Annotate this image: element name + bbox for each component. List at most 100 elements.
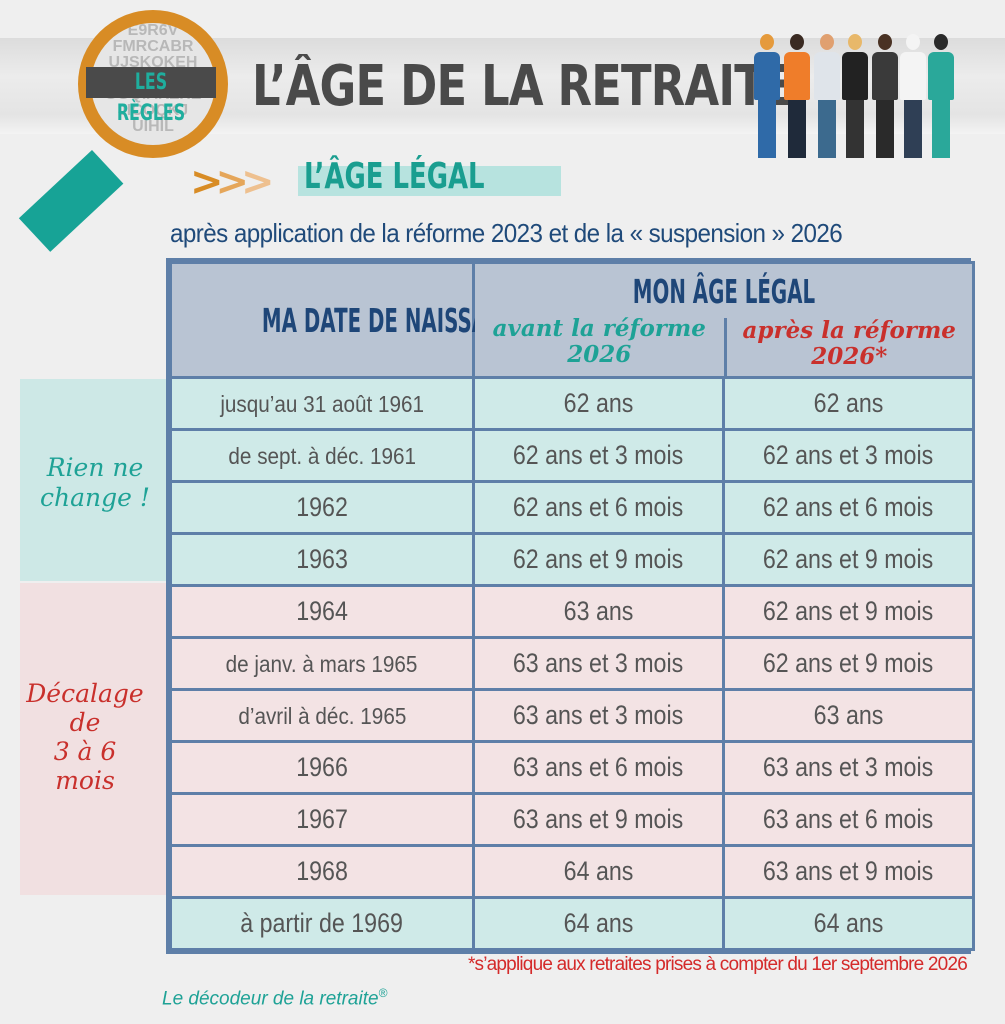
table-row: de sept. à déc. 1961 62 ans et 3 mois 62… bbox=[169, 428, 975, 483]
cell-text: 62 ans et 9 mois bbox=[763, 648, 934, 678]
brand-text: Le décodeur de la retraite bbox=[162, 988, 379, 1010]
table-row: 1966 63 ans et 6 mois 63 ans et 3 mois bbox=[169, 740, 975, 795]
header-after-reform: après la réforme 2026* bbox=[723, 317, 973, 376]
cell-text: 1962 bbox=[296, 492, 348, 522]
table-row: à partir de 1969 64 ans 64 ans bbox=[169, 896, 975, 951]
cell-text: 1963 bbox=[296, 544, 348, 574]
cell-text: 63 ans bbox=[813, 700, 884, 730]
band-label-line: 3 à 6 bbox=[53, 737, 117, 766]
cell-text: jusqu’au 31 août 1961 bbox=[220, 391, 424, 417]
cell-after: 63 ans et 3 mois bbox=[722, 740, 975, 795]
cell-text: 62 ans et 9 mois bbox=[513, 544, 684, 574]
subtitle: après application de la réforme 2023 et … bbox=[170, 218, 843, 248]
lens-letter-row: JICOQKJ bbox=[117, 102, 189, 119]
band-unchanged: Rien ne change ! bbox=[20, 379, 170, 581]
cell-text: 63 ans et 6 mois bbox=[763, 804, 934, 834]
cell-text: 62 ans bbox=[813, 388, 884, 418]
cell-before: 64 ans bbox=[472, 844, 725, 899]
les-regles-badge: LES RÈGLES bbox=[86, 67, 216, 126]
worker-figure bbox=[842, 34, 868, 158]
band-shift-label: Décalage de 3 à 6 mois bbox=[10, 679, 160, 795]
cell-after: 62 ans et 9 mois bbox=[722, 584, 975, 639]
cell-text: 1964 bbox=[296, 596, 348, 626]
badge-label: LES RÈGLES bbox=[116, 70, 186, 126]
worker-figure bbox=[928, 34, 954, 158]
section-title-text: L’ÂGE LÉGAL bbox=[304, 156, 485, 197]
cell-text: de janv. à mars 1965 bbox=[226, 651, 418, 677]
cell-birth-date: jusqu’au 31 août 1961 bbox=[169, 376, 475, 431]
cell-birth-date: d’avril à déc. 1965 bbox=[169, 688, 475, 743]
worker-figure bbox=[900, 34, 926, 158]
cell-birth-date: de sept. à déc. 1961 bbox=[169, 428, 475, 483]
table-row: 1962 62 ans et 6 mois 62 ans et 6 mois bbox=[169, 480, 975, 535]
cell-after: 62 ans et 3 mois bbox=[722, 428, 975, 483]
section-title: L’ÂGE LÉGAL bbox=[298, 156, 561, 197]
cell-text: 1968 bbox=[296, 856, 348, 886]
cell-birth-date: 1964 bbox=[169, 584, 475, 639]
cell-before: 64 ans bbox=[472, 896, 725, 951]
lens-letter-row: E9R6V bbox=[127, 22, 179, 39]
header-after-line2: 2026* bbox=[811, 343, 888, 370]
cell-text: 63 ans et 3 mois bbox=[763, 752, 934, 782]
table-row: 1967 63 ans et 9 mois 63 ans et 6 mois bbox=[169, 792, 975, 847]
table-row: jusqu’au 31 août 1961 62 ans 62 ans bbox=[169, 376, 975, 431]
cell-text: 1966 bbox=[296, 752, 348, 782]
worker-figure bbox=[872, 34, 898, 158]
cell-after: 62 ans et 9 mois bbox=[722, 532, 975, 587]
cell-text: 63 ans bbox=[563, 596, 634, 626]
header-birth-date: MA DATE DE NAISSANCE bbox=[169, 261, 532, 379]
cell-birth-date: 1962 bbox=[169, 480, 475, 535]
cell-text: 1967 bbox=[296, 804, 348, 834]
cell-before: 63 ans et 3 mois bbox=[472, 688, 725, 743]
page-title: L’ÂGE DE LA RETRAITE bbox=[252, 54, 795, 119]
cell-text: 63 ans et 6 mois bbox=[513, 752, 684, 782]
table-row: 1968 64 ans 63 ans et 9 mois bbox=[169, 844, 975, 899]
header-before-line2: 2026 bbox=[567, 341, 632, 368]
cell-text: 62 ans et 3 mois bbox=[763, 440, 934, 470]
band-label-line: de bbox=[69, 708, 101, 737]
magnifier-icon: E9R6V FMRCABR UJSKOKEH ODJPCJOPK GGQIARZ… bbox=[0, 0, 250, 252]
cell-text: d’avril à déc. 1965 bbox=[237, 703, 407, 729]
cell-text: à partir de 1969 bbox=[240, 908, 404, 938]
header-after-line1: après la réforme bbox=[742, 317, 956, 344]
cell-text: 62 ans et 9 mois bbox=[763, 596, 934, 626]
band-label-line: mois bbox=[55, 766, 115, 795]
cell-text: 64 ans bbox=[813, 908, 884, 938]
cell-birth-date: 1968 bbox=[169, 844, 475, 899]
chevrons-icon: >>> bbox=[190, 159, 274, 205]
lens-letter-row: UJSKOKEH bbox=[108, 54, 198, 71]
header-before-line1: avant la réforme bbox=[492, 315, 706, 342]
table-row: 1964 63 ans 62 ans et 9 mois bbox=[169, 584, 975, 639]
lens-letter-row: FMRCABR bbox=[112, 38, 194, 55]
worker-figure bbox=[814, 34, 840, 158]
cell-text: 63 ans et 3 mois bbox=[513, 700, 684, 730]
cell-after: 62 ans bbox=[722, 376, 975, 431]
cell-after: 63 ans et 9 mois bbox=[722, 844, 975, 899]
cell-text: de sept. à déc. 1961 bbox=[228, 443, 416, 469]
legal-age-table: MA DATE DE NAISSANCE MON ÂGE LÉGAL avant… bbox=[166, 258, 975, 954]
cell-before: 62 ans et 3 mois bbox=[472, 428, 725, 483]
cell-before: 62 ans et 6 mois bbox=[472, 480, 725, 535]
registered-mark: ® bbox=[378, 986, 388, 1000]
cell-before: 62 ans et 9 mois bbox=[472, 532, 725, 587]
cell-before: 63 ans et 9 mois bbox=[472, 792, 725, 847]
cell-after: 63 ans bbox=[722, 688, 975, 743]
table-row: 1963 62 ans et 9 mois 62 ans et 9 mois bbox=[169, 532, 975, 587]
cell-before: 63 ans et 6 mois bbox=[472, 740, 725, 795]
band-shift: Décalage de 3 à 6 mois bbox=[20, 583, 170, 895]
cell-text: 63 ans et 9 mois bbox=[763, 856, 934, 886]
brand-signature: Le décodeur de la retraite® bbox=[162, 986, 387, 1010]
table-row: de janv. à mars 1965 63 ans et 3 mois 62… bbox=[169, 636, 975, 691]
cell-text: 62 ans et 6 mois bbox=[763, 492, 934, 522]
footnote: *s’applique aux retraites prises à compt… bbox=[467, 954, 968, 975]
cell-after: 63 ans et 6 mois bbox=[722, 792, 975, 847]
cell-birth-date: 1963 bbox=[169, 532, 475, 587]
cell-birth-date: 1967 bbox=[169, 792, 475, 847]
cell-before: 62 ans bbox=[472, 376, 725, 431]
cell-before: 63 ans bbox=[472, 584, 725, 639]
cell-text: 64 ans bbox=[563, 908, 634, 938]
table-row: d’avril à déc. 1965 63 ans et 3 mois 63 … bbox=[169, 688, 975, 743]
cell-birth-date: de janv. à mars 1965 bbox=[169, 636, 475, 691]
magnifier-handle bbox=[18, 150, 124, 252]
worker-figure bbox=[784, 34, 810, 158]
